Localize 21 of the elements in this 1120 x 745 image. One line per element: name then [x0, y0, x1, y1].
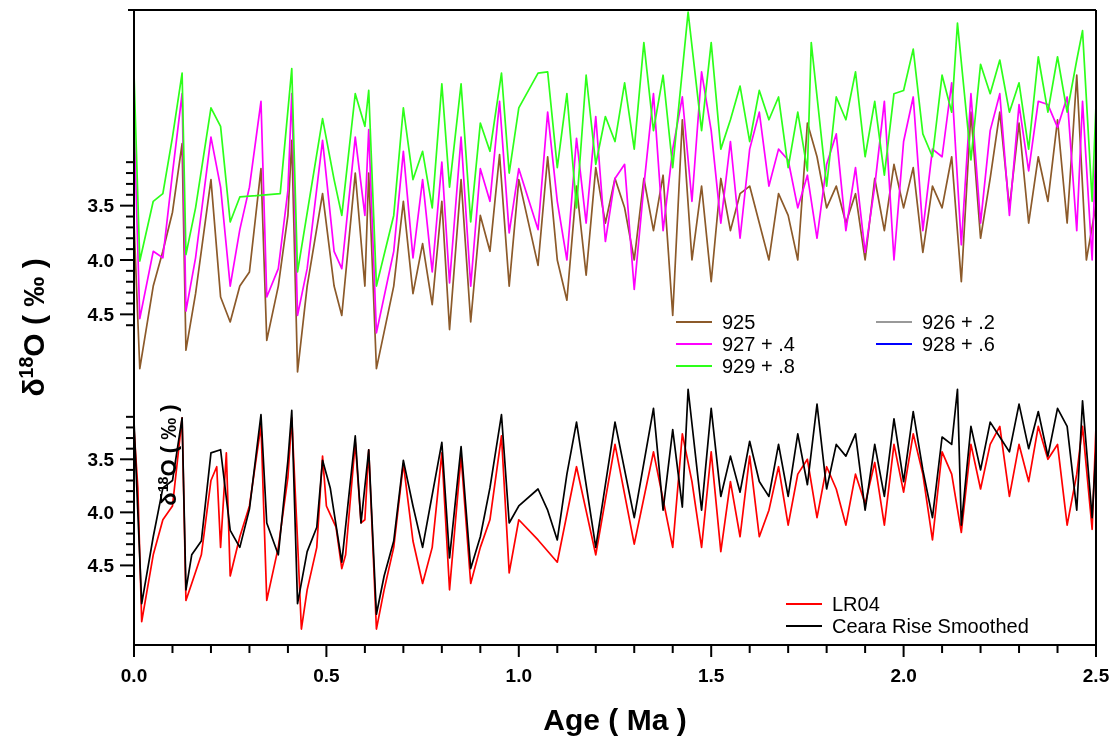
legend-label: 928 + .6: [922, 333, 995, 355]
x-tick-label: 1.5: [697, 665, 725, 687]
legend-label: 925: [722, 311, 756, 333]
x-tick-label: 2.0: [890, 665, 917, 687]
y-tick-label: 4.0: [87, 249, 114, 271]
x-tick-label: 0.0: [120, 665, 148, 687]
y-tick-label: 3.5: [87, 448, 115, 470]
y-tick-label: 3.5: [87, 195, 115, 217]
line-series: [133, 11, 1097, 287]
legend-label: 929 + .8: [722, 355, 795, 377]
legend-label: LR04: [832, 593, 880, 615]
y-tick-label: 4.0: [87, 502, 114, 523]
x-tick-label: 2.5: [1082, 665, 1110, 687]
x-tick-label: 0.5: [313, 665, 341, 687]
legend-label: Ceara Rise Smoothed: [832, 615, 1029, 637]
y-tick-label: 4.5: [87, 304, 115, 325]
x-tick-label: 1.0: [505, 665, 533, 687]
legend-label: 927 + .4: [722, 333, 795, 355]
y-tick-label: 4.5: [87, 555, 115, 577]
x-axis-title: Age ( Ma ): [543, 703, 687, 736]
legend-label: 926 + .2: [922, 311, 995, 333]
